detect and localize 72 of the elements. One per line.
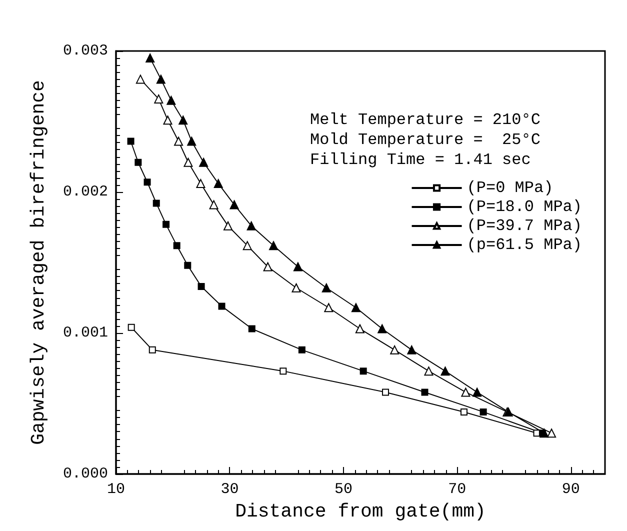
y-tick-label: 0.000 xyxy=(62,466,108,482)
legend-label: (P=39.7 MPa) xyxy=(466,217,582,235)
y-axis-title: Gapwisely averaged birefringence xyxy=(28,80,50,445)
point xyxy=(293,262,302,272)
point xyxy=(424,366,434,376)
point xyxy=(355,324,364,334)
annotation: Mold Temperature = 25°C xyxy=(310,131,540,149)
point xyxy=(407,345,416,354)
point xyxy=(263,262,272,272)
point xyxy=(128,324,135,331)
point xyxy=(178,116,188,125)
point xyxy=(378,324,387,334)
y-tick-label: 0.001 xyxy=(62,324,108,342)
point xyxy=(146,54,155,63)
point xyxy=(224,221,233,230)
point xyxy=(292,283,301,292)
point xyxy=(461,388,470,397)
point xyxy=(480,408,487,416)
point xyxy=(382,388,390,396)
point xyxy=(547,428,556,438)
point xyxy=(351,303,360,312)
point xyxy=(360,368,367,375)
point xyxy=(154,94,164,104)
point xyxy=(280,368,287,375)
x-tick-label: 10 xyxy=(106,481,126,498)
point xyxy=(230,200,239,210)
point xyxy=(174,136,184,146)
point xyxy=(390,345,400,354)
point xyxy=(166,96,176,105)
x-axis-title: Distance from gate(mm) xyxy=(235,500,486,522)
legend-label: (P=0 MPa) xyxy=(466,179,554,197)
point xyxy=(242,241,252,250)
x-tick-label: 30 xyxy=(220,481,239,498)
point xyxy=(144,178,151,186)
y-tick-label: 0.002 xyxy=(62,184,108,200)
point xyxy=(440,366,450,376)
point xyxy=(460,408,468,416)
point xyxy=(322,283,331,292)
point xyxy=(163,116,172,125)
point xyxy=(162,220,170,228)
y-tick-label: 0.003 xyxy=(62,42,108,60)
point xyxy=(184,158,193,167)
point xyxy=(148,346,156,354)
annotation: Filling Time = 1.41 sec xyxy=(310,151,531,169)
point xyxy=(127,138,134,145)
legend-label: (P=18.0 MPa) xyxy=(466,198,582,216)
x-tick-label: 90 xyxy=(562,481,580,498)
point xyxy=(184,262,192,269)
point xyxy=(196,179,206,188)
legend-label: (p=61.5 MPa) xyxy=(466,236,582,254)
point xyxy=(218,302,226,310)
point xyxy=(134,158,142,166)
point xyxy=(136,74,145,84)
point xyxy=(298,346,306,354)
point xyxy=(324,303,334,312)
point xyxy=(421,388,428,396)
point xyxy=(152,200,160,207)
point xyxy=(209,200,218,210)
point xyxy=(187,136,196,146)
point xyxy=(173,242,180,250)
point xyxy=(248,325,256,332)
x-tick-label: 50 xyxy=(334,481,352,498)
point xyxy=(156,74,166,84)
point xyxy=(540,428,549,438)
x-tick-label: 70 xyxy=(448,481,466,498)
annotation: Melt Temperature = 210°C xyxy=(310,111,540,129)
point xyxy=(199,158,208,167)
point xyxy=(472,388,482,397)
point xyxy=(198,282,205,290)
point xyxy=(269,241,278,250)
point xyxy=(246,221,256,230)
point xyxy=(214,179,223,188)
